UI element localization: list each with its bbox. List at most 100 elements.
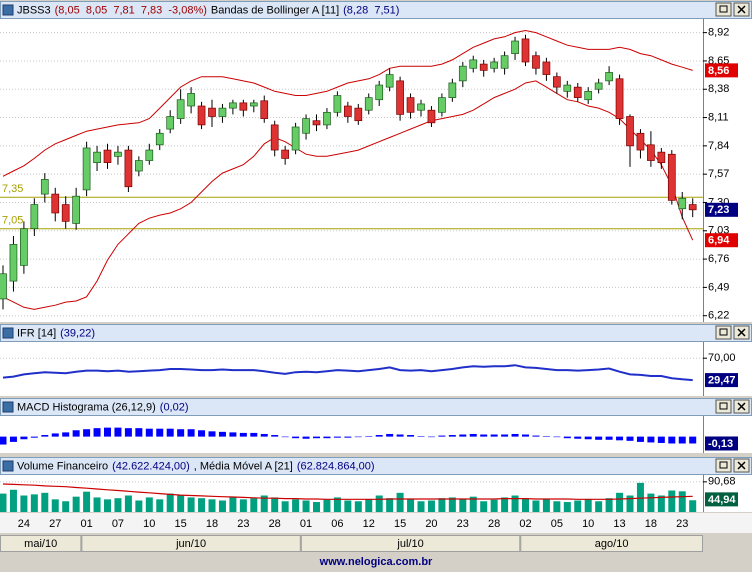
bar bbox=[522, 434, 529, 437]
y-tick-label: 6,22 bbox=[708, 310, 729, 322]
candle-body bbox=[135, 160, 143, 172]
bar bbox=[145, 428, 153, 437]
bar bbox=[239, 432, 247, 437]
price-label: 6,94 bbox=[708, 235, 730, 247]
bar bbox=[333, 436, 341, 438]
bar bbox=[595, 501, 603, 512]
price-label: 44,94 bbox=[708, 494, 736, 506]
bar bbox=[124, 495, 132, 512]
x-tick-label: 05 bbox=[551, 518, 563, 530]
bar bbox=[616, 436, 624, 441]
candle-body bbox=[417, 103, 425, 111]
close-icon bbox=[737, 5, 746, 14]
max-icon bbox=[719, 328, 728, 336]
bar bbox=[427, 500, 435, 512]
bar bbox=[616, 492, 624, 512]
candle-body bbox=[469, 59, 478, 69]
maximize-button[interactable] bbox=[715, 2, 732, 17]
bar bbox=[323, 499, 331, 512]
candle-body bbox=[197, 105, 206, 126]
candle-body bbox=[333, 95, 342, 113]
bar bbox=[678, 436, 686, 444]
panel-icon bbox=[2, 401, 14, 413]
bar bbox=[302, 500, 310, 512]
bar bbox=[260, 495, 268, 512]
bar bbox=[365, 499, 373, 512]
candle-body bbox=[647, 144, 655, 161]
y-tick-label: 7,84 bbox=[708, 140, 729, 152]
bar bbox=[250, 432, 258, 437]
bar bbox=[417, 436, 425, 437]
y-tick-label: 8,38 bbox=[708, 83, 729, 95]
bar bbox=[427, 436, 435, 438]
price-label-box bbox=[705, 63, 738, 78]
max-icon bbox=[719, 5, 728, 13]
bar bbox=[636, 482, 644, 512]
bar bbox=[574, 500, 582, 512]
y-tick-label: 6,76 bbox=[708, 253, 729, 265]
panel-title: IFR [14] (39,22) bbox=[17, 327, 95, 339]
bar bbox=[198, 430, 206, 437]
candle-body bbox=[438, 97, 446, 113]
bar bbox=[448, 497, 456, 512]
bar bbox=[229, 497, 237, 512]
panel-title-part: (62.824.864,00) bbox=[297, 460, 375, 472]
bar bbox=[72, 496, 80, 512]
bar bbox=[135, 428, 143, 437]
bar bbox=[354, 436, 362, 438]
candle-body bbox=[479, 63, 488, 71]
bar bbox=[135, 500, 143, 512]
candle-body bbox=[364, 97, 373, 111]
bar bbox=[501, 497, 509, 512]
bar bbox=[553, 436, 561, 438]
bar bbox=[250, 498, 258, 512]
bar bbox=[62, 501, 70, 512]
bar bbox=[156, 428, 164, 437]
candle-body bbox=[20, 228, 28, 266]
x-tick-label: 23 bbox=[676, 518, 688, 530]
x-tick-label: 13 bbox=[613, 518, 625, 530]
bar bbox=[281, 501, 289, 512]
candle-body bbox=[218, 107, 227, 117]
maximize-button[interactable] bbox=[715, 399, 732, 414]
footer-bar bbox=[0, 553, 752, 572]
bar bbox=[30, 436, 38, 438]
x-tick-label: 28 bbox=[269, 518, 281, 530]
month-label: mai/10 bbox=[24, 538, 57, 550]
x-tick-label: 18 bbox=[206, 518, 218, 530]
bar bbox=[20, 495, 28, 512]
price-label: 29,47 bbox=[708, 374, 736, 386]
bar bbox=[177, 495, 185, 512]
month-cell bbox=[81, 535, 301, 552]
candle-body bbox=[573, 86, 582, 98]
bar bbox=[302, 436, 310, 439]
candle-body bbox=[427, 109, 436, 124]
bar bbox=[480, 434, 488, 437]
panel-title-part: (8,05 8,05 7,81 7,83 -3,08%) bbox=[55, 4, 207, 16]
panel-icon bbox=[2, 460, 14, 472]
bar bbox=[313, 502, 320, 512]
price-label-box bbox=[705, 373, 738, 388]
candle-body bbox=[615, 78, 624, 119]
bar bbox=[208, 499, 216, 512]
candle-body bbox=[145, 149, 154, 161]
bar bbox=[386, 433, 394, 437]
footer-link[interactable]: www.nelogica.com.br bbox=[319, 556, 433, 568]
candle-body bbox=[103, 149, 112, 163]
panel-title: MACD Histograma (26,12,9) (0,02) bbox=[17, 401, 189, 413]
panel-title-part: JBSS3 bbox=[17, 4, 51, 16]
bar bbox=[145, 497, 153, 512]
bar bbox=[459, 499, 467, 512]
candle-body bbox=[93, 151, 101, 163]
y-tick-label: 90,68 bbox=[708, 476, 736, 488]
price-label-box bbox=[705, 202, 738, 217]
bar bbox=[198, 498, 206, 512]
x-tick-label: 23 bbox=[237, 518, 249, 530]
bar bbox=[344, 500, 352, 512]
maximize-button[interactable] bbox=[715, 325, 732, 340]
bar bbox=[469, 496, 477, 512]
plot-area bbox=[0, 416, 752, 453]
maximize-button[interactable] bbox=[715, 458, 732, 473]
x-tick-label: 15 bbox=[394, 518, 406, 530]
close-icon bbox=[737, 402, 746, 411]
